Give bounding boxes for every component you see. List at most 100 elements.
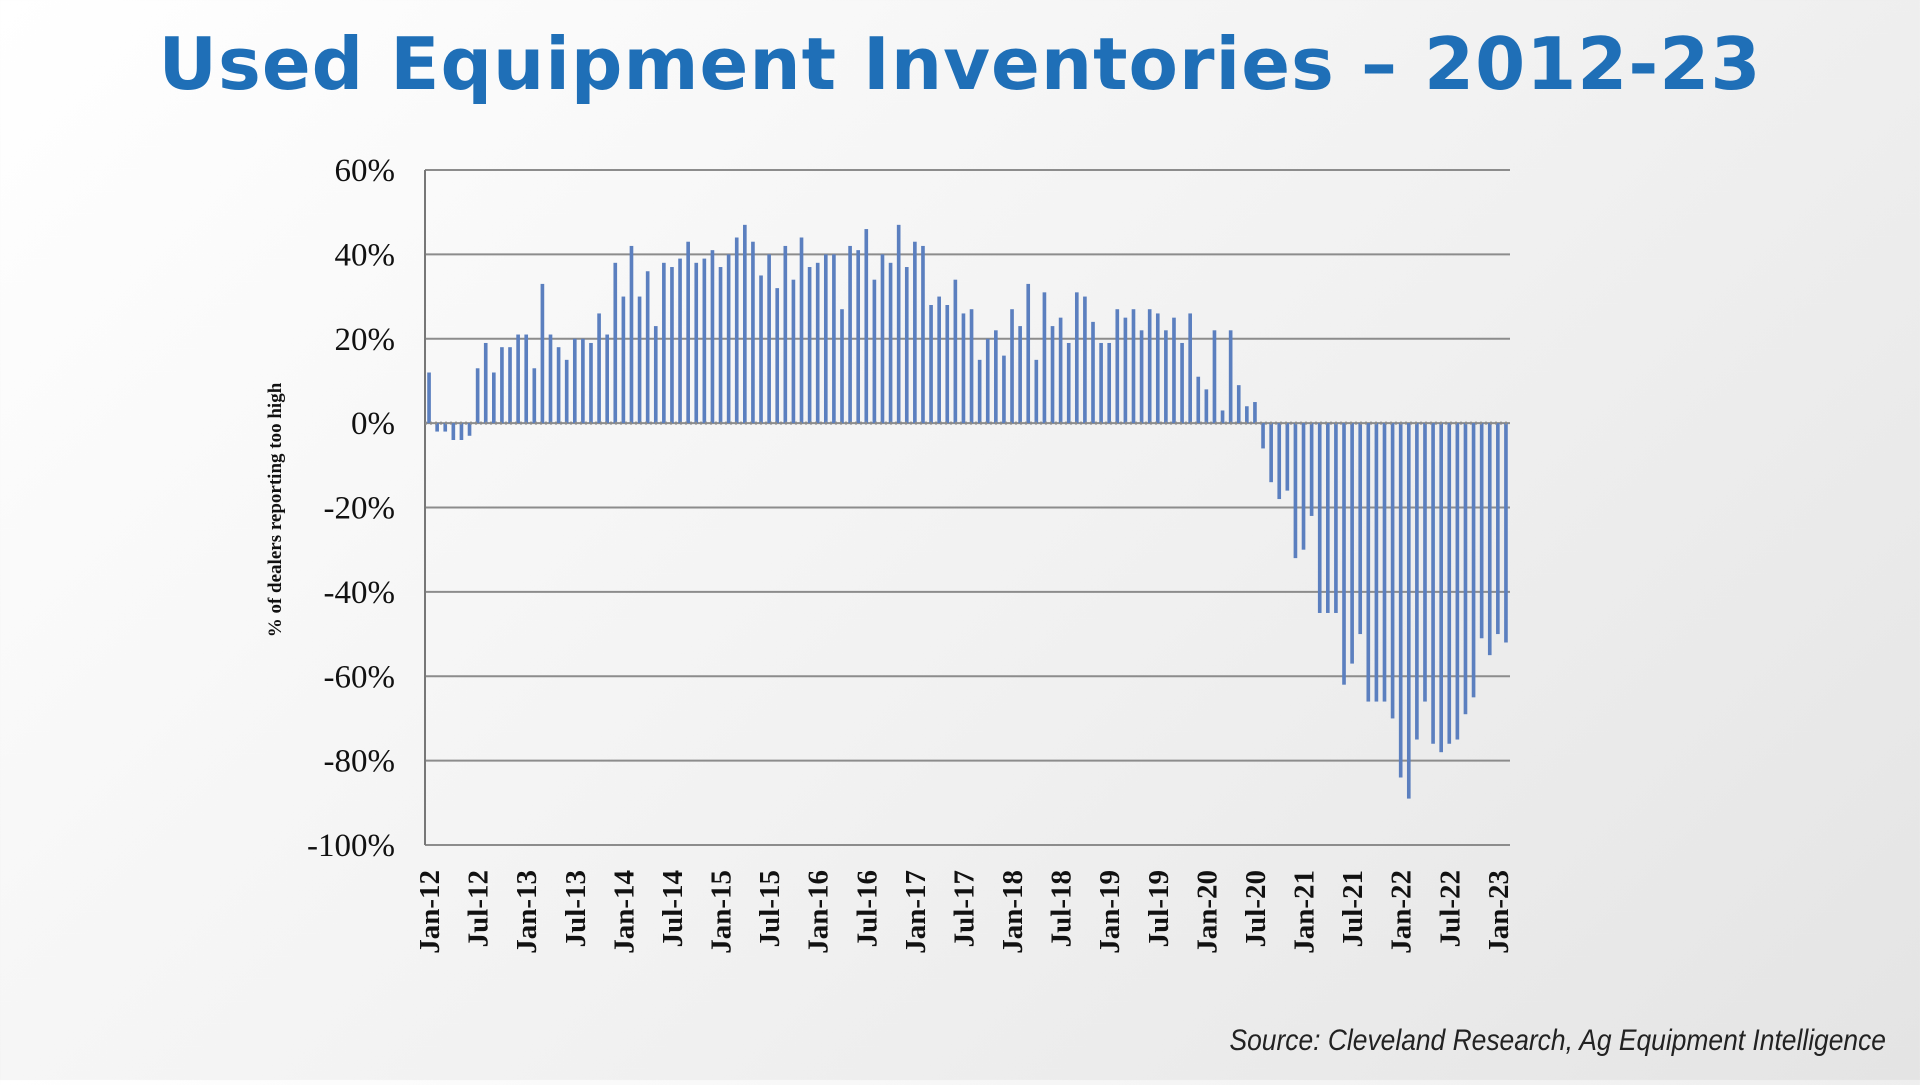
bar [718,267,723,424]
bar [1139,330,1144,424]
x-tick-label: Jan-15 [706,870,738,954]
bar [475,368,480,424]
bar [1390,423,1395,719]
bar [1325,423,1330,613]
bar [427,372,431,424]
bar [524,334,529,424]
bar [645,271,650,424]
bar [572,338,577,424]
bar [564,359,569,424]
bar [1285,423,1290,491]
bar [548,334,553,424]
bar [1406,423,1411,799]
bar [1042,292,1047,424]
bar [888,262,893,424]
bar [1147,309,1152,424]
bar [451,423,456,440]
bar [759,275,763,424]
page-title: Used Equipment Inventories – 2012-23 [158,22,1762,106]
bar [1431,423,1435,744]
bar [1091,321,1095,424]
bar [1317,423,1322,613]
bar [751,241,755,424]
bar [1309,423,1314,516]
bar [435,423,439,432]
bar [985,338,990,424]
bar [1099,342,1103,424]
bar [532,368,537,424]
x-tick-label: Jul-18 [1046,870,1078,947]
bar [1463,423,1468,715]
bar [613,262,618,424]
bar [1471,423,1476,698]
bar [1366,423,1371,702]
x-tick-label: Jul-15 [754,870,786,947]
bar [702,258,707,424]
bar [637,296,642,424]
bar [1277,423,1282,500]
bar [467,423,472,436]
axes [424,170,1510,845]
bar [904,267,909,424]
x-tick-label: Jul-19 [1143,870,1175,947]
x-tick-label: Jan-16 [803,870,835,954]
bar [1496,423,1500,635]
source-note: Source: Cleveland Research, Ag Equipment… [1229,1024,1886,1057]
bars [427,224,1508,799]
bar [1342,423,1346,685]
bar [1261,423,1265,449]
bar [1196,376,1201,424]
x-axis-ticks: Jan-12 Jul-12 Jan-13 Jul-13 Jan-14 Jul-14 Jan-… [414,870,1515,954]
bar [540,283,545,424]
bar [807,267,812,424]
bar [1123,317,1128,424]
bar [953,279,958,424]
bar [1504,423,1508,643]
bar [977,359,982,424]
x-tick-label: Jan-20 [1191,870,1223,954]
bar [743,224,747,424]
bar [799,237,804,424]
bar [1487,423,1492,656]
bar [775,288,780,424]
bar [710,250,715,424]
bar [961,313,966,424]
bar [1334,423,1338,613]
y-tick-label: 40% [335,237,396,273]
y-tick-label: -100% [307,828,395,864]
bar [864,229,869,424]
x-tick-label: Jul-22 [1434,870,1466,947]
bar [1107,342,1112,424]
bar [1358,423,1363,635]
bar [1034,359,1039,424]
y-tick-label: 20% [335,322,396,358]
x-tick-label: Jul-16 [851,870,883,947]
bar [880,254,885,424]
bar [1423,423,1427,702]
x-tick-label: Jan-14 [608,870,640,954]
bar [605,334,610,424]
grid-lines [425,169,1510,846]
bar [937,296,941,424]
x-tick-label: Jul-14 [657,870,689,947]
y-tick-label: -80% [324,744,395,780]
x-tick-label: Jan-23 [1483,870,1515,954]
bar [1269,423,1273,483]
bar [840,309,844,424]
bar [913,241,917,424]
bar [848,245,852,424]
x-tick-label: Jan-22 [1386,870,1418,954]
bar [1083,296,1087,424]
bar [872,279,877,424]
bar [929,305,933,424]
bar [1074,292,1079,424]
bar [1115,309,1120,424]
bar [1172,317,1176,424]
y-tick-label: -40% [324,575,395,611]
bar [969,309,974,424]
bar [1447,423,1452,744]
x-tick-label: Jul-21 [1337,870,1369,947]
bar [1245,406,1249,424]
x-tick-label: Jan-17 [900,870,932,954]
